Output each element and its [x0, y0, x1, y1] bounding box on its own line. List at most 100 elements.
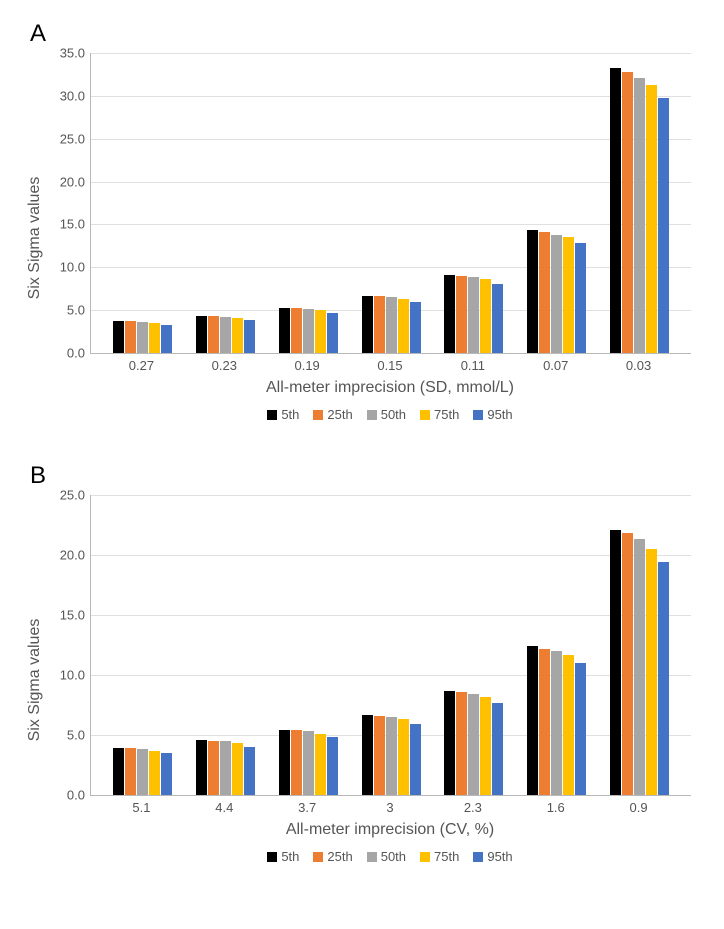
legend-item: 25th — [313, 849, 352, 864]
bar — [125, 321, 136, 353]
x-tick-label: 0.03 — [597, 358, 680, 373]
x-labels-a: 0.270.230.190.150.110.070.03 — [90, 354, 690, 373]
y-axis-title-b: Six Sigma values — [26, 618, 44, 741]
bar — [113, 748, 124, 795]
bar — [291, 730, 302, 795]
y-tick-label: 15.0 — [60, 217, 91, 232]
bar-group — [267, 308, 350, 353]
bar — [386, 297, 397, 353]
panel-letter-a: A — [30, 20, 704, 48]
bar — [244, 320, 255, 353]
bar-group — [350, 296, 433, 353]
bar — [137, 322, 148, 353]
legend-item: 75th — [420, 407, 459, 422]
legend-swatch — [473, 852, 483, 862]
legend-swatch — [267, 410, 277, 420]
bar — [327, 737, 338, 795]
x-tick-label: 5.1 — [100, 800, 183, 815]
legend-label: 5th — [281, 849, 299, 864]
bar — [303, 731, 314, 795]
bar — [480, 697, 491, 795]
x-tick-label: 0.19 — [266, 358, 349, 373]
x-tick-label: 0.11 — [431, 358, 514, 373]
bar-group — [515, 230, 598, 353]
y-tick-label: 10.0 — [60, 668, 91, 683]
y-axis-title-a: Six Sigma values — [26, 176, 44, 299]
y-tick-label: 20.0 — [60, 174, 91, 189]
bar — [220, 741, 231, 795]
bar-group — [350, 715, 433, 795]
bar — [279, 730, 290, 795]
bar — [161, 325, 172, 353]
legend-item: 50th — [367, 407, 406, 422]
legend-swatch — [473, 410, 483, 420]
bar — [149, 751, 160, 795]
bar — [374, 296, 385, 353]
x-tick-label: 2.3 — [431, 800, 514, 815]
bar — [149, 323, 160, 353]
bar — [468, 694, 479, 795]
bar-group — [267, 730, 350, 795]
legend-label: 75th — [434, 407, 459, 422]
legend-swatch — [367, 852, 377, 862]
bar — [563, 655, 574, 795]
bar — [362, 715, 373, 795]
bar — [456, 276, 467, 353]
bar — [386, 717, 397, 795]
legend-item: 95th — [473, 407, 512, 422]
bar — [527, 230, 538, 353]
legend-item: 75th — [420, 849, 459, 864]
bar-group — [184, 316, 267, 353]
bar — [362, 296, 373, 353]
bar — [646, 85, 657, 353]
legend-label: 50th — [381, 849, 406, 864]
bar — [444, 691, 455, 795]
bar — [315, 310, 326, 353]
x-axis-title-b: All-meter imprecision (CV, %) — [90, 821, 690, 839]
bar — [551, 651, 562, 795]
legend-swatch — [267, 852, 277, 862]
bar — [125, 748, 136, 795]
legend-b: 5th 25th 50th 75th 95th — [90, 849, 690, 864]
bar — [232, 743, 243, 795]
bar — [196, 316, 207, 353]
bar — [113, 321, 124, 353]
bar — [658, 562, 669, 795]
legend-label: 95th — [487, 407, 512, 422]
legend-swatch — [313, 852, 323, 862]
y-tick-label: 25.0 — [60, 488, 91, 503]
bar — [539, 232, 550, 353]
bar — [220, 317, 231, 353]
x-tick-label: 0.9 — [597, 800, 680, 815]
bar — [291, 308, 302, 353]
bar — [492, 703, 503, 795]
bar — [244, 747, 255, 795]
bar — [646, 549, 657, 795]
legend-label: 95th — [487, 849, 512, 864]
legend-label: 25th — [327, 407, 352, 422]
bar — [137, 749, 148, 795]
bar — [374, 716, 385, 795]
legend-item: 50th — [367, 849, 406, 864]
bar — [208, 741, 219, 795]
bar — [315, 734, 326, 795]
panel-b: B Six Sigma values 0.05.010.015.020.025.… — [20, 462, 704, 864]
panel-letter-b: B — [30, 462, 704, 490]
y-tick-label: 0.0 — [67, 788, 91, 803]
bar — [575, 663, 586, 795]
bar — [161, 753, 172, 795]
legend-label: 5th — [281, 407, 299, 422]
bar — [410, 302, 421, 353]
bar — [658, 98, 669, 353]
legend-item: 95th — [473, 849, 512, 864]
y-tick-label: 5.0 — [67, 728, 91, 743]
bar-group — [432, 275, 515, 353]
bar-group — [101, 748, 184, 795]
bar — [634, 78, 645, 353]
bar — [551, 235, 562, 353]
x-tick-label: 0.27 — [100, 358, 183, 373]
x-tick-label: 0.07 — [514, 358, 597, 373]
legend-swatch — [420, 410, 430, 420]
bar — [398, 719, 409, 795]
bar — [622, 533, 633, 795]
